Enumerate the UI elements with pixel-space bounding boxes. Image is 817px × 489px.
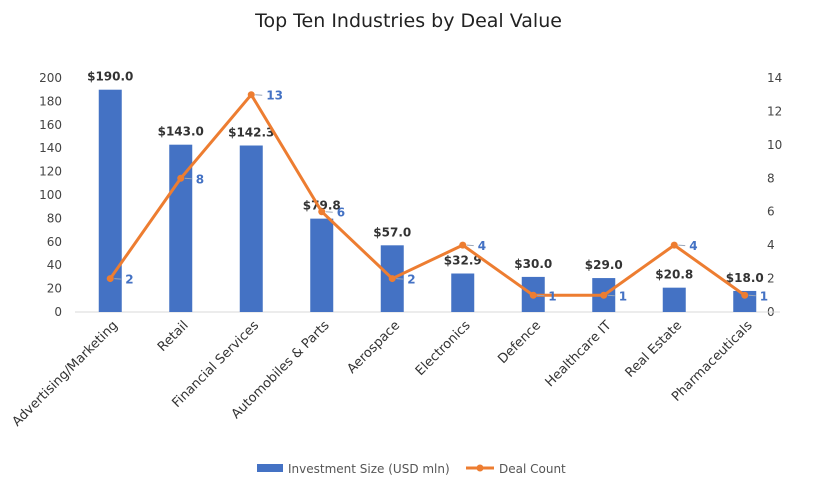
- bar-data-labels: $190.0 $143.0 $142.3 $79.8 $57.0 $32.9 $30.0 $2…: [87, 70, 764, 285]
- line-label-leader: [537, 294, 545, 297]
- bar: [662, 287, 686, 312]
- x-tick-label: Electronics: [413, 318, 474, 379]
- line-point: [529, 291, 537, 299]
- bar: [451, 273, 475, 312]
- y-right-tick-label: 2: [767, 272, 775, 286]
- line-series: [106, 91, 749, 299]
- line-label-leader: [114, 278, 122, 280]
- x-tick-label: Healthcare IT: [543, 318, 615, 390]
- line-label-leader: [325, 211, 333, 213]
- line-point: [106, 275, 114, 283]
- line-data-label: 4: [478, 239, 486, 253]
- line-data-label: 2: [125, 273, 133, 287]
- y-left-tick-label: 120: [39, 165, 62, 179]
- line-data-label: 4: [689, 239, 697, 253]
- y-right-tick-label: 6: [767, 205, 775, 219]
- line-label-leader: [255, 94, 263, 96]
- line-data-label: 2: [407, 273, 415, 287]
- bar-data-label: $142.3: [228, 126, 274, 140]
- x-tick-label: Advertising/Marketing: [10, 318, 122, 430]
- bar-data-label: $18.0: [726, 271, 764, 285]
- y-left-tick-label: 60: [47, 235, 62, 249]
- legend-marker-deal-count: [476, 464, 484, 472]
- bar: [733, 290, 757, 312]
- y-axis-left: 0 20 40 60 80 100 120 140 160 180 200: [39, 71, 62, 319]
- y-right-tick-label: 12: [767, 104, 782, 118]
- line-point: [247, 91, 255, 99]
- y-left-tick-label: 200: [39, 71, 62, 85]
- line-point: [318, 208, 326, 216]
- line-label-leader: [607, 294, 615, 297]
- bar: [310, 218, 334, 312]
- line-point: [670, 241, 678, 249]
- y-right-tick-label: 14: [767, 71, 782, 85]
- bar: [239, 145, 263, 312]
- y-left-tick-label: 20: [47, 282, 62, 296]
- line-data-label: 13: [266, 89, 283, 103]
- bar-data-label: $20.8: [655, 268, 693, 282]
- y-right-tick-label: 4: [767, 238, 775, 252]
- legend-swatch-investment: [257, 464, 283, 472]
- y-right-tick-label: 8: [767, 171, 775, 185]
- bar-data-label: $79.8: [303, 199, 341, 213]
- line-label-leader: [396, 278, 404, 280]
- bar-data-label: $30.0: [514, 257, 552, 271]
- line-label-leader: [748, 294, 756, 297]
- line-point: [388, 275, 396, 283]
- line-data-labels: 2 8 13 6 2 4 1 1 4 1: [114, 89, 768, 303]
- x-tick-label: Aerospace: [345, 318, 404, 377]
- y-left-tick-label: 100: [39, 188, 62, 202]
- bar: [98, 89, 122, 312]
- bar-data-label: $57.0: [373, 225, 411, 239]
- line-point: [600, 291, 608, 299]
- line-label-leader: [184, 177, 192, 180]
- y-left-tick-label: 0: [54, 305, 62, 319]
- line-label-leader: [678, 244, 686, 247]
- legend: Investment Size (USD mln) Deal Count: [257, 462, 566, 476]
- y-right-tick-label: 10: [767, 138, 782, 152]
- bar-data-label: $190.0: [87, 70, 133, 84]
- bar-data-label: $29.0: [585, 258, 623, 272]
- line-data-label: 1: [548, 289, 556, 303]
- y-left-tick-label: 180: [39, 94, 62, 108]
- y-left-tick-label: 40: [47, 258, 62, 272]
- bar-data-label: $32.9: [444, 254, 482, 268]
- line-data-label: 8: [196, 172, 204, 186]
- bar-data-label: $143.0: [158, 125, 204, 139]
- line-point: [177, 174, 185, 182]
- deal-count-line: [109, 93, 746, 297]
- x-tick-label: Defence: [495, 318, 544, 367]
- line-data-label: 1: [760, 289, 768, 303]
- x-tick-label: Real Estate: [623, 318, 685, 380]
- chart-title: Top Ten Industries by Deal Value: [255, 10, 562, 32]
- line-label-leader: [466, 244, 474, 247]
- y-left-tick-label: 80: [47, 211, 62, 225]
- line-data-label: 1: [619, 289, 627, 303]
- line-data-label: 6: [337, 206, 345, 220]
- y-left-tick-label: 160: [39, 118, 62, 132]
- y-left-tick-label: 140: [39, 141, 62, 155]
- line-point: [459, 241, 467, 249]
- line-point: [741, 291, 749, 299]
- x-tick-label: Retail: [155, 318, 192, 355]
- legend-label-deal-count: Deal Count: [499, 462, 566, 476]
- legend-label-investment: Investment Size (USD mln): [288, 462, 450, 476]
